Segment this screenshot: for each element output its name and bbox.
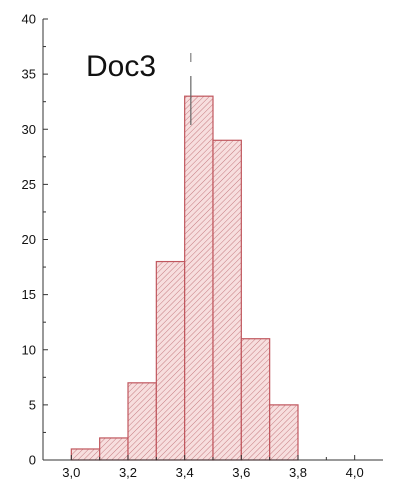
ticks-layer xyxy=(43,18,356,461)
histogram-bar xyxy=(155,260,186,461)
y-tick-label: 20 xyxy=(22,232,36,247)
x-tick-label: 4,0 xyxy=(346,465,364,480)
histogram-bar xyxy=(240,338,271,461)
x-tick-label: 3,8 xyxy=(289,465,307,480)
x-tick-label: 3,6 xyxy=(232,465,250,480)
histogram-bar xyxy=(70,448,101,461)
y-tick-label: 25 xyxy=(22,177,36,192)
y-tick-label: 5 xyxy=(29,397,36,412)
histogram-bar xyxy=(184,95,214,461)
labels-layer: 0 5 10 15 20 25 30 35 40 3,0 3,2 3,4 3,6 3,8 4,0 xyxy=(22,12,364,481)
x-tick-label: 3,2 xyxy=(119,465,137,480)
histogram-bar xyxy=(212,139,242,461)
y-tick-label: 10 xyxy=(22,342,36,357)
y-tick-label: 30 xyxy=(22,122,36,137)
chart-title: Doc3 xyxy=(86,50,156,83)
y-tick-label: 40 xyxy=(22,12,36,27)
histogram-bar xyxy=(99,437,129,461)
bars-layer xyxy=(70,95,299,461)
histogram-bar xyxy=(127,382,157,461)
y-tick-label: 0 xyxy=(29,453,36,468)
y-tick-label: 35 xyxy=(22,67,36,82)
x-tick-label: 3,0 xyxy=(62,465,80,480)
x-tick-label: 3,4 xyxy=(176,465,194,480)
histogram-bar xyxy=(269,404,299,461)
y-tick-label: 15 xyxy=(22,287,36,302)
